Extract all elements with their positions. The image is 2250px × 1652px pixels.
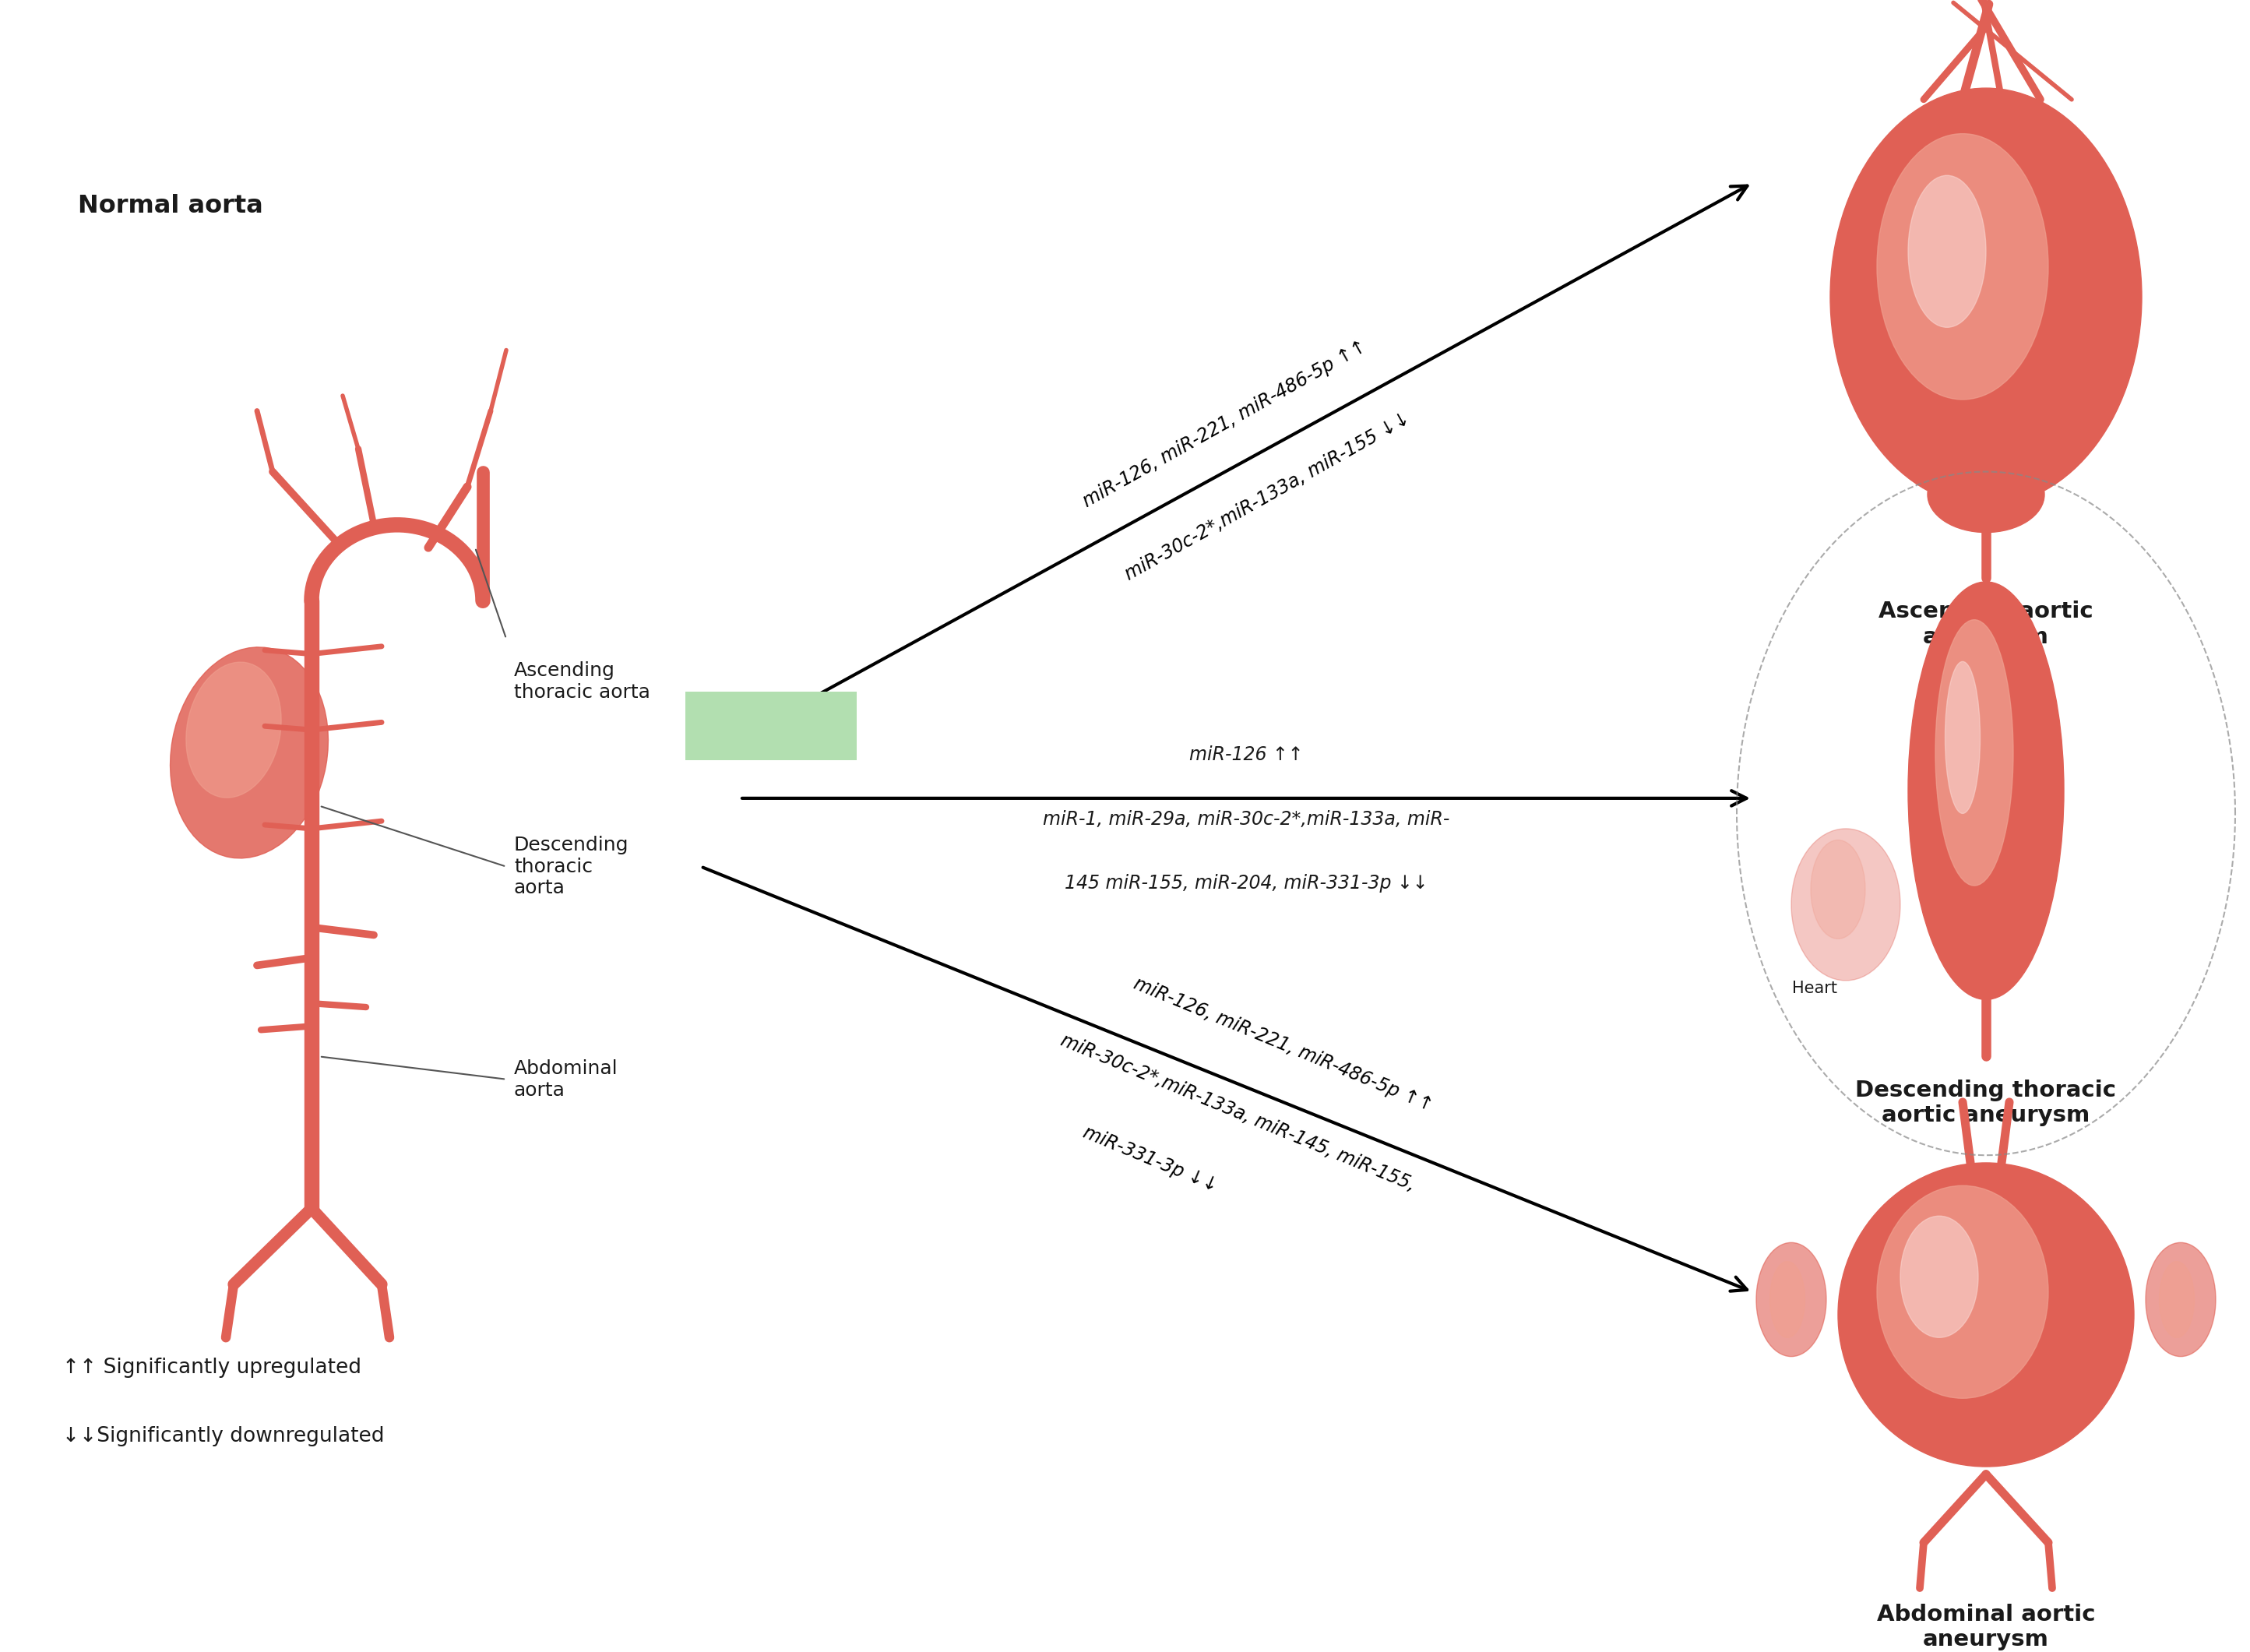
Ellipse shape (1811, 839, 1865, 938)
Text: Abdominal
aorta: Abdominal aorta (513, 1059, 619, 1100)
Ellipse shape (2160, 1262, 2194, 1338)
Ellipse shape (187, 662, 281, 798)
Text: Abdominal aortic
aneurysm: Abdominal aortic aneurysm (1876, 1604, 2095, 1650)
Ellipse shape (1757, 1242, 1827, 1356)
Text: Ascending
thoracic aorta: Ascending thoracic aorta (513, 661, 650, 702)
Text: miR-126, miR-221, miR-486-5p ↑↑: miR-126, miR-221, miR-486-5p ↑↑ (1080, 337, 1370, 510)
Ellipse shape (1908, 582, 2063, 999)
Text: Ascending aortic
aneurysm: Ascending aortic aneurysm (1879, 601, 2093, 648)
Ellipse shape (1908, 175, 1987, 327)
FancyBboxPatch shape (686, 692, 857, 760)
Text: Heart: Heart (1791, 981, 1838, 996)
Ellipse shape (1829, 88, 2142, 506)
Ellipse shape (1876, 1186, 2048, 1398)
Ellipse shape (1901, 1216, 1978, 1338)
Ellipse shape (2146, 1242, 2216, 1356)
Text: 145 miR-155, miR-204, miR-331-3p ↓↓: 145 miR-155, miR-204, miR-331-3p ↓↓ (1064, 874, 1429, 894)
Text: miR-126, miR-221, miR-486-5p ↑↑: miR-126, miR-221, miR-486-5p ↑↑ (1132, 975, 1436, 1115)
Ellipse shape (171, 648, 328, 859)
Ellipse shape (1838, 1163, 2133, 1467)
Ellipse shape (1876, 134, 2048, 400)
Text: miR-30c-2*,miR-133a, miR-155 ↓↓: miR-30c-2*,miR-133a, miR-155 ↓↓ (1120, 410, 1413, 585)
Ellipse shape (1791, 829, 1901, 981)
Ellipse shape (1935, 620, 2014, 885)
Text: miR-30c-2*,miR-133a, miR-145, miR-155,: miR-30c-2*,miR-133a, miR-145, miR-155, (1058, 1031, 1418, 1194)
Ellipse shape (1944, 661, 1980, 813)
Text: miR-1, miR-29a, miR-30c-2*,miR-133a, miR-: miR-1, miR-29a, miR-30c-2*,miR-133a, miR… (1042, 809, 1449, 828)
Text: Normal aorta: Normal aorta (79, 193, 263, 218)
Text: Descending thoracic
aortic aneurysm: Descending thoracic aortic aneurysm (1856, 1079, 2117, 1127)
Text: miR-126 ↑↑: miR-126 ↑↑ (1188, 745, 1303, 765)
Text: miR-331-3p ↓↓: miR-331-3p ↓↓ (1080, 1123, 1220, 1196)
Text: ↓↓Significantly downregulated: ↓↓Significantly downregulated (63, 1426, 385, 1447)
Ellipse shape (1771, 1262, 1804, 1338)
Text: ↑↑ Significantly upregulated: ↑↑ Significantly upregulated (63, 1358, 362, 1378)
Ellipse shape (1928, 456, 2045, 532)
Text: Descending
thoracic
aorta: Descending thoracic aorta (513, 836, 630, 897)
